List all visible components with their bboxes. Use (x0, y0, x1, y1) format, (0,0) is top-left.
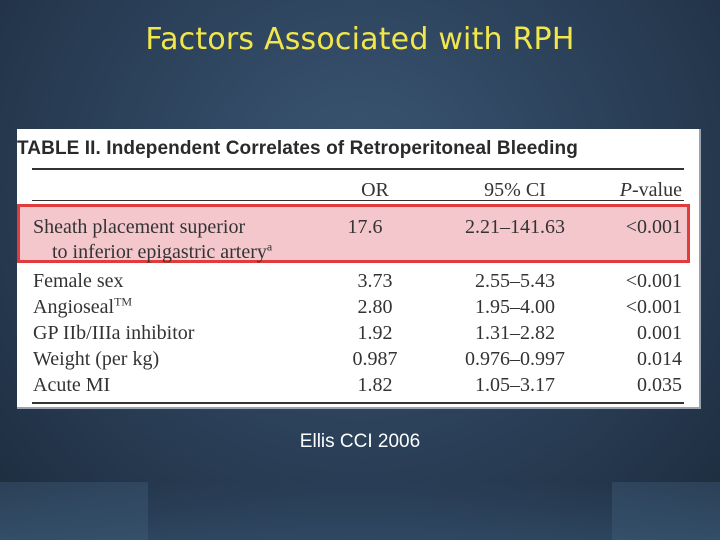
row-ci: 1.95–4.00 (475, 296, 555, 318)
row-ci: 1.05–3.17 (475, 374, 555, 396)
row-label: Female sex (33, 270, 124, 292)
row-label-text: Angioseal (33, 296, 115, 318)
header-pvalue: P-value (590, 178, 682, 202)
row-pvalue: 0.001 (637, 322, 682, 344)
row-or: 3.73 (357, 270, 393, 292)
row-ci: 2.55–5.43 (475, 270, 555, 292)
row-or: 1.82 (357, 374, 393, 396)
row-pvalue: 0.014 (637, 348, 682, 370)
row-label-continued: to inferior epigastric arterya (52, 240, 272, 264)
row-ci: 2.21–141.63 (465, 216, 565, 238)
table-bottom-rule (32, 402, 684, 404)
trademark-sup: TM (114, 294, 133, 309)
row-ci: 0.976–0.997 (465, 348, 565, 370)
row-pvalue: <0.001 (625, 296, 682, 318)
row-label: Sheath placement superior (33, 216, 246, 238)
table-caption: TABLE II. Independent Correlates of Retr… (17, 138, 578, 159)
row-ci: 1.31–2.82 (475, 322, 555, 344)
row-label: Weight (per kg) (33, 348, 160, 370)
footer-band (0, 482, 720, 540)
row-pvalue: 0.035 (637, 374, 682, 396)
citation: Ellis CCI 2006 (299, 431, 421, 452)
header-pvalue-suffix: -value (632, 179, 682, 201)
row-label-line2: to inferior epigastric artery (52, 241, 267, 263)
row-label: AngiosealTM (33, 295, 132, 319)
footnote-marker: a (266, 239, 273, 254)
footer-band-right (612, 482, 720, 540)
row-label: GP IIb/IIIa inhibitor (33, 322, 195, 344)
footer-band-left (0, 482, 148, 540)
table-header-rule (32, 200, 684, 201)
row-label: Acute MI (33, 374, 111, 396)
highlight-box (17, 204, 690, 263)
row-or: 17.6 (347, 216, 383, 238)
row-pvalue: <0.001 (625, 216, 682, 238)
row-pvalue: <0.001 (625, 270, 682, 292)
table-image (17, 129, 701, 409)
header-pvalue-italic: P (619, 179, 633, 201)
row-or: 0.987 (352, 348, 398, 370)
row-or: 2.80 (357, 296, 393, 318)
slide-title: Factors Associated with RPH (145, 22, 575, 57)
table-top-rule (32, 168, 684, 170)
row-or: 1.92 (357, 322, 393, 344)
header-ci: 95% CI (484, 179, 546, 201)
header-or: OR (361, 179, 389, 201)
